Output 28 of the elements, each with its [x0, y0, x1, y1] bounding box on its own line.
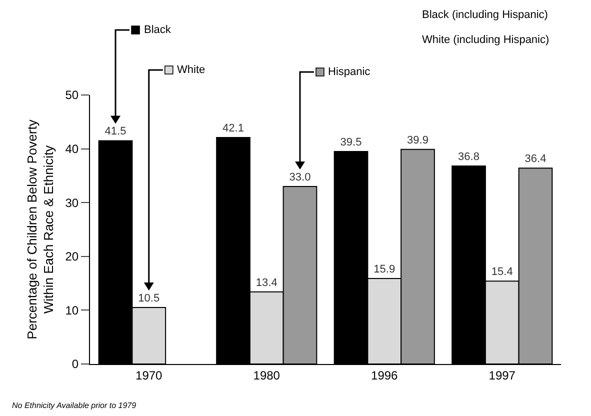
text: Black (including Hispanic): [422, 9, 548, 21]
data-label: 36.8: [458, 151, 480, 164]
y-axis-title: Percentage of Children Below Poverty Within Each Race & Ethnicity: [24, 119, 56, 340]
x-tick-label: 1980: [253, 368, 280, 382]
data-label: 39.5: [340, 136, 362, 148]
x-tick-label: 1970: [136, 368, 163, 382]
data-label: 15.9: [374, 263, 396, 276]
x-tick-label: 1997: [488, 368, 516, 382]
y-tick-label: 50: [65, 88, 79, 102]
data-label: 13.4: [256, 276, 278, 289]
legend-label: Hispanic: [328, 66, 371, 78]
y-tick-label: 40: [65, 142, 79, 156]
text: No Ethnicity Available prior to 1979: [12, 401, 137, 410]
legend-label: Black: [144, 24, 172, 36]
text: White (including Hispanic): [422, 34, 550, 46]
y-tick-label: 0: [72, 357, 79, 372]
y-tick-label: 20: [65, 250, 79, 264]
data-label: 42.1: [222, 122, 244, 134]
data-label: 10.5: [138, 292, 160, 305]
y-tick-label: 10: [65, 303, 79, 318]
data-label: 15.4: [491, 266, 513, 278]
x-tick-label: 1996: [371, 368, 398, 382]
data-label: 33.0: [289, 171, 311, 184]
data-label: 41.5: [104, 126, 126, 138]
data-label: 39.9: [407, 134, 428, 146]
data-label: 36.4: [524, 153, 546, 166]
y-tick-label: 30: [65, 196, 79, 210]
legend-label: White: [177, 64, 206, 76]
